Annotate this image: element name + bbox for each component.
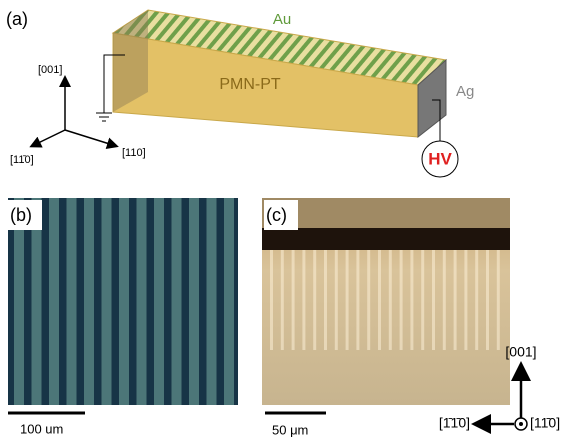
scale-label: 100 um xyxy=(20,421,63,436)
stripe xyxy=(497,250,500,350)
stripe xyxy=(119,198,129,405)
stripe xyxy=(432,250,435,350)
stripe xyxy=(346,250,349,350)
axis-label: [1̄1̄0] xyxy=(439,415,470,431)
stripe xyxy=(189,198,199,405)
stripe xyxy=(207,198,217,405)
axis-label: [001] xyxy=(505,344,536,360)
axis-out xyxy=(519,422,523,426)
panel-label: (c) xyxy=(266,205,287,225)
axis-label: [001] xyxy=(38,64,62,76)
au-label: Au xyxy=(273,11,291,28)
axis-label: [11̄0] xyxy=(10,154,34,166)
stripe xyxy=(302,250,305,350)
ag-label: Ag xyxy=(456,83,474,100)
stripe xyxy=(137,198,147,405)
axis xyxy=(32,130,65,146)
stripe xyxy=(400,250,403,350)
stripe xyxy=(486,250,489,350)
stripe xyxy=(172,198,182,405)
stripe xyxy=(335,250,338,350)
stripe xyxy=(443,250,446,350)
stripe xyxy=(49,198,59,405)
stripe xyxy=(292,250,295,350)
stripe xyxy=(67,198,77,405)
scale-label: 50 μm xyxy=(272,422,308,437)
stripe xyxy=(389,250,392,350)
stripe xyxy=(410,250,413,350)
stripe xyxy=(475,250,478,350)
stripe xyxy=(270,250,273,350)
stripe xyxy=(84,198,94,405)
panel-label: (b) xyxy=(10,205,32,225)
stripe xyxy=(324,250,327,350)
micrograph-dark xyxy=(262,228,510,250)
stripe xyxy=(367,250,370,350)
stripe xyxy=(313,250,316,350)
stripe xyxy=(154,198,164,405)
axis-label: [11̄0] xyxy=(530,415,560,431)
axis-label: [110] xyxy=(122,147,146,159)
stripe xyxy=(102,198,112,405)
stripe xyxy=(224,198,234,405)
stripe xyxy=(378,250,381,350)
hv-label: HV xyxy=(428,149,452,168)
micrograph-edge xyxy=(262,198,510,228)
figure: (a) HV Au PMN-PT Ag [001] [110] [11̄0] (… xyxy=(0,0,581,438)
stripe xyxy=(464,250,467,350)
panel-label: (a) xyxy=(6,9,28,29)
crystal-label: PMN-PT xyxy=(219,76,281,93)
stripe xyxy=(356,250,359,350)
stripe xyxy=(454,250,457,350)
stripe xyxy=(281,250,284,350)
stripe xyxy=(421,250,424,350)
axis xyxy=(65,130,116,146)
